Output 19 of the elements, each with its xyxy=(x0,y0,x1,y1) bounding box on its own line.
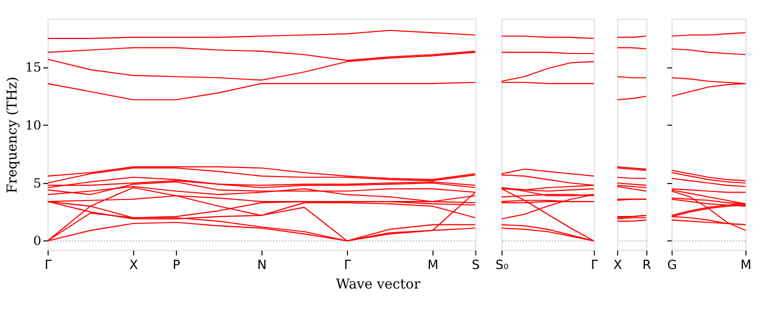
x-tick-label: M xyxy=(428,257,438,272)
x-tick-label: Γ xyxy=(344,257,351,272)
x-tick-label: P xyxy=(172,257,181,272)
x-tick-label: Γ xyxy=(590,257,598,272)
x-tick-label: N xyxy=(257,257,267,272)
x-tick-label: R xyxy=(642,257,652,272)
y-axis-title: Frequency (THz) xyxy=(4,76,20,194)
y-tick-label: 15 xyxy=(25,60,42,75)
x-tick-label: M xyxy=(740,257,752,272)
x-tick-label: S xyxy=(472,257,480,272)
x-axis-title: Wave vector xyxy=(336,276,421,292)
x-tick-label: Γ xyxy=(44,257,52,272)
x-tick-label: S₀ xyxy=(495,257,509,272)
x-tick-label: X xyxy=(613,257,622,272)
x-tick-label: X xyxy=(129,257,138,272)
y-tick-label: 10 xyxy=(25,118,42,133)
x-tick-label: G xyxy=(667,257,677,272)
y-tick-label: 5 xyxy=(33,175,42,190)
y-tick-label: 0 xyxy=(33,233,42,248)
